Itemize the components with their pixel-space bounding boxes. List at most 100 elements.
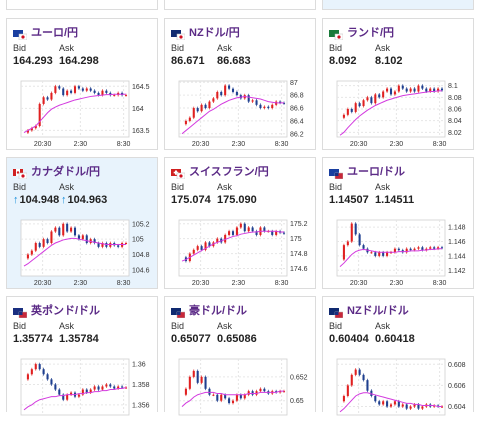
candle-body xyxy=(247,227,250,232)
candle-body xyxy=(358,234,361,246)
candle-body xyxy=(231,231,235,235)
candle-body xyxy=(393,248,396,253)
ask-label: Ask xyxy=(59,182,75,192)
mini-chart: 105.2 105 104.8 104.6 20:30 2:30 8:30 xyxy=(20,219,150,286)
card-title[interactable]: ランド/円 xyxy=(329,25,395,41)
candle-body xyxy=(271,231,274,235)
candle-body xyxy=(235,227,238,235)
candle-body xyxy=(417,404,420,409)
candle-body xyxy=(216,394,219,401)
candle-body xyxy=(279,101,282,103)
candle-body xyxy=(204,242,207,250)
card-title[interactable]: スイスフラン/円 xyxy=(171,164,269,180)
candle-body xyxy=(38,243,41,247)
y-tick-label: 1.358 xyxy=(132,382,150,389)
candle-body xyxy=(38,364,41,370)
candle-body xyxy=(267,106,270,109)
candle-body xyxy=(50,231,53,244)
pair-name-link[interactable]: スイスフラン/円 xyxy=(189,166,269,178)
bid-value: 175.074 xyxy=(171,194,211,206)
candle-body xyxy=(70,227,73,232)
candle-body xyxy=(34,364,37,370)
pair-name-link[interactable]: ユーロ/円 xyxy=(31,27,79,39)
candle-body xyxy=(34,125,37,129)
pair-name-link[interactable]: ユーロ/ドル xyxy=(347,166,406,178)
candle-body xyxy=(401,85,404,89)
candle-body xyxy=(200,104,203,112)
pair-name-link[interactable]: 豪ドル/ドル xyxy=(189,305,248,317)
x-time-label: 8:30 xyxy=(117,141,131,147)
candle-body xyxy=(50,379,53,385)
rate-card[interactable]: 豪ドル/ドル Bid Ask 0.65077 0.65086 0.652 0.65 xyxy=(164,296,316,416)
candle-body xyxy=(358,103,361,107)
pair-name-link[interactable]: ランド/円 xyxy=(347,27,395,39)
candle-body xyxy=(58,389,61,395)
ask-value: 1.14511 xyxy=(375,194,414,206)
plot-area xyxy=(20,358,130,416)
y-tick-label: 86.6 xyxy=(290,106,304,113)
candle-body xyxy=(200,376,203,383)
candle-body xyxy=(440,247,444,249)
candle-body xyxy=(58,86,61,89)
rate-card[interactable]: ユーロ/円 Bid Ask 164.293 164.298 164.5 164 163.5 20… xyxy=(6,18,158,150)
pair-name-link[interactable]: 英ポンド/ドル xyxy=(31,305,101,317)
eu-us-flag xyxy=(329,166,344,180)
card-title[interactable]: ユーロ/ドル xyxy=(329,164,406,180)
card-title[interactable]: カナダドル/円 xyxy=(13,164,101,180)
candle-body xyxy=(433,88,436,92)
bid-label: Bid xyxy=(13,43,27,53)
card-title[interactable]: ユーロ/円 xyxy=(13,25,79,41)
candle-body xyxy=(30,369,33,375)
candle-body xyxy=(117,386,120,389)
candle-body xyxy=(251,227,254,232)
candle-body xyxy=(397,401,400,407)
candle-body xyxy=(413,248,416,251)
card-partial-top-1 xyxy=(6,0,158,10)
candle-body xyxy=(255,100,258,105)
candle-body xyxy=(366,380,369,391)
y-tick-label: 8.02 xyxy=(448,130,462,137)
pair-name-link[interactable]: NZドル/ドル xyxy=(347,305,409,317)
rate-card[interactable]: ランド/円 Bid Ask 8.092 8.102 8.1 8.08 8.06 8.04 8.02… xyxy=(322,18,474,150)
rate-card[interactable]: NZドル/円 Bid Ask 86.671 86.683 87 86.8 86.6 86.4 86… xyxy=(164,18,316,150)
x-time-label: 20:30 xyxy=(350,280,368,286)
y-tick-label: 86.4 xyxy=(290,118,304,125)
candle-body xyxy=(228,231,231,235)
pair-name-link[interactable]: NZドル/円 xyxy=(189,27,240,39)
mini-chart: 0.608 0.606 0.604 xyxy=(336,358,466,416)
candle-body xyxy=(66,223,69,232)
candle-body xyxy=(378,401,381,405)
y-tick-label: 8.08 xyxy=(448,95,462,102)
candle-body xyxy=(251,100,254,102)
ask-value: ↑104.963 xyxy=(61,194,107,206)
candle-body xyxy=(235,394,238,401)
candle-body xyxy=(346,241,349,246)
candle-body xyxy=(42,239,45,247)
candle-body xyxy=(239,394,242,399)
candle-body xyxy=(440,88,444,91)
rate-card[interactable]: スイスフラン/円 Bid Ask 175.074 175.090 175.2 175 174.… xyxy=(164,157,316,289)
pair-name-link[interactable]: カナダドル/円 xyxy=(31,166,101,178)
card-title[interactable]: 英ポンド/ドル xyxy=(13,303,101,319)
card-title[interactable]: NZドル/円 xyxy=(171,25,240,41)
rate-card[interactable]: カナダドル/円 Bid Ask ↑104.948 ↑104.963 105.2 105 104… xyxy=(6,157,158,289)
bid-label: Bid xyxy=(329,43,343,53)
candle-body xyxy=(279,391,282,393)
rate-card[interactable]: 英ポンド/ドル Bid Ask 1.35774 1.35784 1.36 1.358 1.35… xyxy=(6,296,158,416)
bid-number: 1.14507 xyxy=(329,194,369,206)
rate-card[interactable]: ユーロ/ドル Bid Ask 1.14507 1.14511 1.148 1.146 1.14… xyxy=(322,157,474,289)
y-tick-label: 105.2 xyxy=(132,221,150,228)
rate-card[interactable]: NZドル/ドル Bid Ask 0.60404 0.60418 0.608 0.606 0.6… xyxy=(322,296,474,416)
x-time-label: 2:30 xyxy=(232,280,246,286)
candle-body xyxy=(85,235,88,244)
candle-body xyxy=(251,391,254,395)
candle-body xyxy=(255,391,258,395)
candle-body xyxy=(62,223,65,236)
ask-value: 164.298 xyxy=(59,55,99,67)
ask-number: 1.14511 xyxy=(375,194,415,206)
candle-body xyxy=(386,88,389,92)
ask-label: Ask xyxy=(375,182,391,192)
card-title[interactable]: NZドル/ドル xyxy=(329,303,409,319)
mini-chart: 8.1 8.08 8.06 8.04 8.02 20:30 2:30 8:30 xyxy=(336,80,462,147)
card-title[interactable]: 豪ドル/ドル xyxy=(171,303,248,319)
